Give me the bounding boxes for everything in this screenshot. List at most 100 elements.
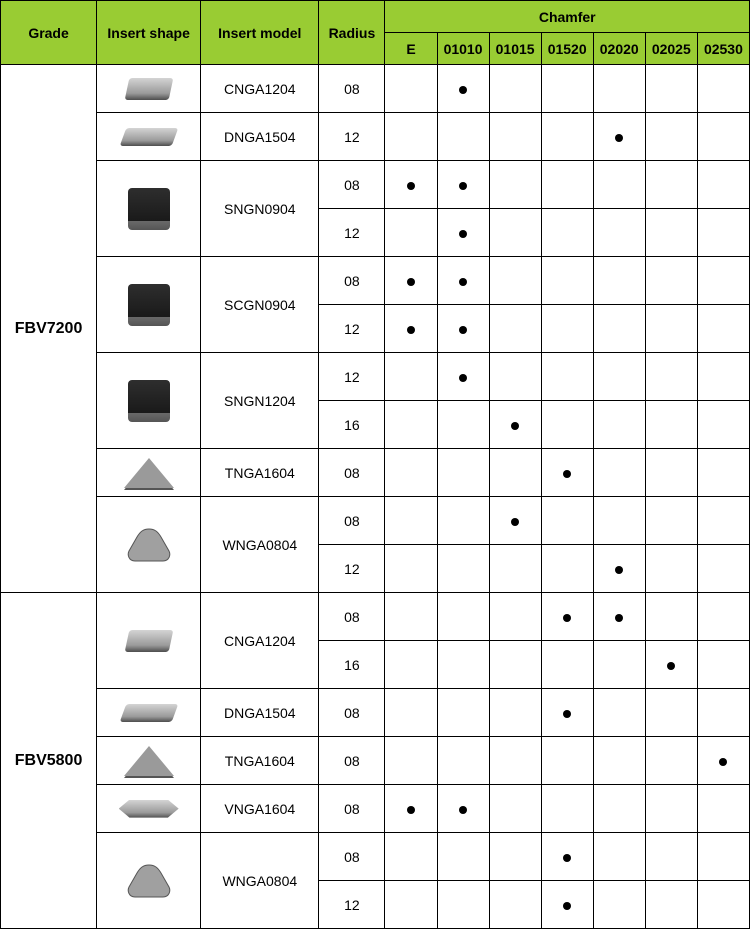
col-chamfer-01520: 01520: [541, 33, 593, 65]
chamfer-cell: [385, 449, 437, 497]
chamfer-cell: [697, 305, 749, 353]
chamfer-cell: [593, 65, 645, 113]
chamfer-cell: [593, 641, 645, 689]
chamfer-cell: [645, 209, 697, 257]
model-cell: SNGN0904: [201, 161, 319, 257]
chamfer-cell: [541, 449, 593, 497]
table-row: VNGA160408: [1, 785, 750, 833]
table-row: WNGA080408: [1, 833, 750, 881]
diamond55-icon: [119, 128, 178, 146]
chamfer-cell: [489, 161, 541, 209]
chamfer-cell: [489, 737, 541, 785]
chamfer-cell: [489, 113, 541, 161]
radius-cell: 08: [319, 449, 385, 497]
dot-icon: [407, 278, 415, 286]
chamfer-cell: [697, 881, 749, 929]
dot-icon: [563, 710, 571, 718]
chamfer-cell: [697, 785, 749, 833]
chamfer-cell: [645, 689, 697, 737]
col-radius-header: Radius: [319, 1, 385, 65]
chamfer-cell: [437, 545, 489, 593]
chamfer-cell: [489, 65, 541, 113]
col-chamfer-group-header: Chamfer: [385, 1, 750, 33]
chamfer-cell: [645, 833, 697, 881]
chamfer-cell: [697, 353, 749, 401]
chamfer-cell: [541, 737, 593, 785]
chamfer-cell: [541, 209, 593, 257]
radius-cell: 08: [319, 65, 385, 113]
chamfer-cell: [489, 209, 541, 257]
radius-cell: 08: [319, 689, 385, 737]
chamfer-cell: [437, 305, 489, 353]
shape-cell: [97, 593, 201, 689]
chamfer-cell: [645, 641, 697, 689]
radius-cell: 12: [319, 545, 385, 593]
chamfer-cell: [697, 689, 749, 737]
radius-cell: 12: [319, 353, 385, 401]
chamfer-cell: [489, 689, 541, 737]
model-cell: DNGA1504: [201, 689, 319, 737]
model-cell: VNGA1604: [201, 785, 319, 833]
dot-icon: [615, 614, 623, 622]
chamfer-cell: [489, 641, 541, 689]
chamfer-cell: [645, 113, 697, 161]
radius-cell: 16: [319, 401, 385, 449]
dot-icon: [563, 854, 571, 862]
dot-icon: [407, 182, 415, 190]
chamfer-cell: [593, 593, 645, 641]
chamfer-cell: [437, 401, 489, 449]
triangle-icon: [124, 458, 174, 488]
chamfer-cell: [489, 305, 541, 353]
model-cell: SNGN1204: [201, 353, 319, 449]
radius-cell: 12: [319, 305, 385, 353]
col-grade-header: Grade: [1, 1, 97, 65]
diamond80-icon: [124, 630, 173, 652]
model-cell: WNGA0804: [201, 833, 319, 929]
chamfer-cell: [385, 257, 437, 305]
chamfer-cell: [697, 209, 749, 257]
table-row: DNGA150408: [1, 689, 750, 737]
square-dark-icon: [128, 284, 170, 326]
chamfer-cell: [385, 401, 437, 449]
chamfer-cell: [437, 65, 489, 113]
chamfer-cell: [593, 737, 645, 785]
chamfer-cell: [437, 209, 489, 257]
chamfer-cell: [489, 593, 541, 641]
radius-cell: 12: [319, 881, 385, 929]
dot-icon: [511, 518, 519, 526]
chamfer-cell: [437, 641, 489, 689]
dot-icon: [563, 902, 571, 910]
model-cell: SCGN0904: [201, 257, 319, 353]
col-model-header: Insert model: [201, 1, 319, 65]
shape-cell: [97, 65, 201, 113]
chamfer-cell: [437, 497, 489, 545]
dot-icon: [719, 758, 727, 766]
chamfer-cell: [541, 497, 593, 545]
chamfer-cell: [541, 785, 593, 833]
trigon-icon: [125, 527, 173, 563]
chamfer-cell: [645, 593, 697, 641]
chamfer-cell: [541, 689, 593, 737]
chamfer-cell: [697, 449, 749, 497]
radius-cell: 08: [319, 593, 385, 641]
chamfer-cell: [385, 833, 437, 881]
chamfer-cell: [489, 353, 541, 401]
vshape-icon: [119, 800, 179, 818]
grade-cell: FBV5800: [1, 593, 97, 929]
chamfer-cell: [437, 785, 489, 833]
col-chamfer-02530: 02530: [697, 33, 749, 65]
chamfer-cell: [645, 785, 697, 833]
dot-icon: [407, 326, 415, 334]
chamfer-cell: [593, 449, 645, 497]
chamfer-cell: [697, 113, 749, 161]
chamfer-cell: [697, 545, 749, 593]
dot-icon: [667, 662, 675, 670]
chamfer-cell: [385, 641, 437, 689]
dot-icon: [615, 566, 623, 574]
chamfer-cell: [385, 785, 437, 833]
shape-cell: [97, 449, 201, 497]
chamfer-cell: [385, 593, 437, 641]
table-row: DNGA150412: [1, 113, 750, 161]
model-cell: DNGA1504: [201, 113, 319, 161]
chamfer-cell: [437, 689, 489, 737]
